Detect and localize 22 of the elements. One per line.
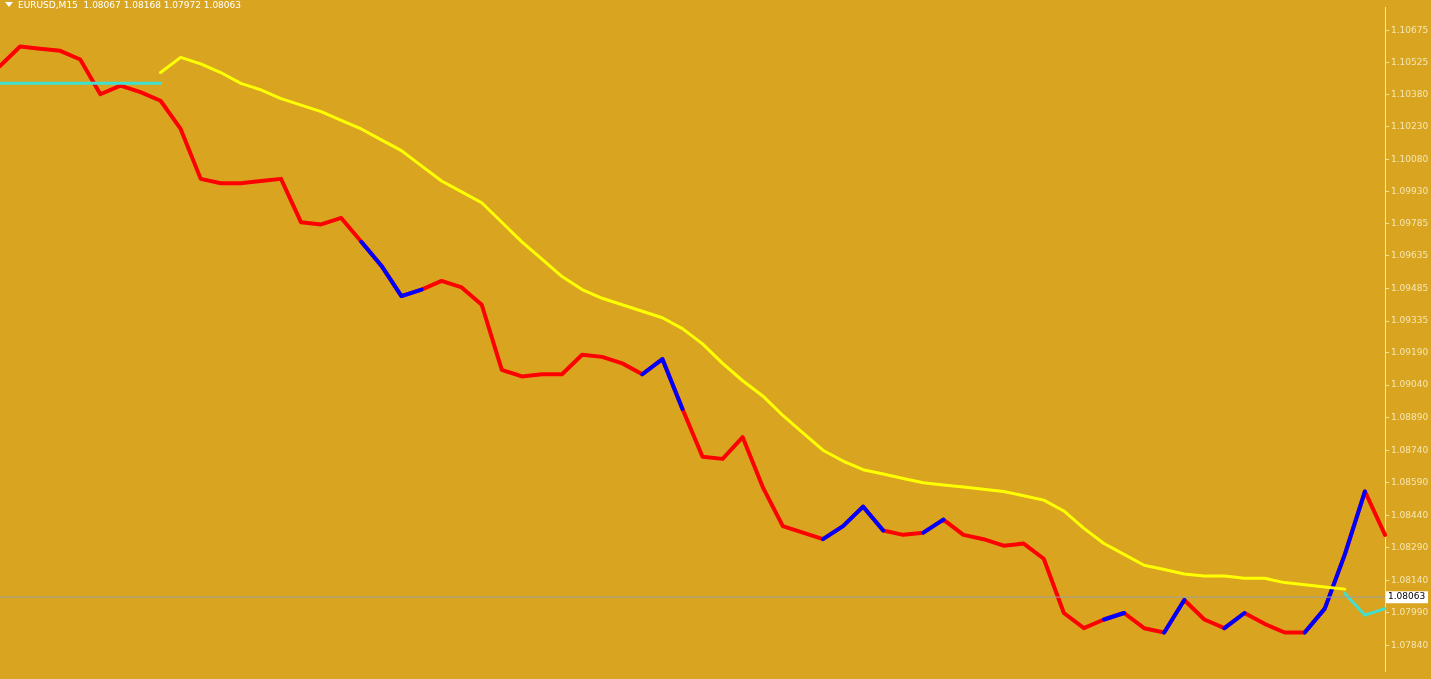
y-tick-label: 1.08740 [1391, 444, 1429, 455]
y-tick-label: 1.10380 [1391, 88, 1429, 99]
y-tick-label: 1.10080 [1391, 153, 1429, 164]
y-tick-label: 1.09485 [1391, 282, 1429, 293]
y-tick-label: 1.10675 [1391, 24, 1429, 35]
y-tick-label: 1.07990 [1391, 607, 1429, 618]
y-tick-label: 1.09040 [1391, 379, 1429, 390]
y-tick-label: 1.08440 [1391, 509, 1429, 520]
y-tick-label: 1.09190 [1391, 346, 1429, 357]
y-tick-label: 1.08290 [1391, 542, 1429, 553]
y-tick-label: 1.07840 [1391, 639, 1429, 650]
y-tick-label: 1.09930 [1391, 186, 1429, 197]
y-tick-label: 1.10525 [1391, 57, 1429, 68]
y-tick-label: 1.10230 [1391, 121, 1429, 132]
y-tick-label: 1.09335 [1391, 315, 1429, 326]
y-tick-label: 1.08140 [1391, 574, 1429, 585]
y-tick-label: 1.08890 [1391, 411, 1429, 422]
y-tick-label: 1.09635 [1391, 250, 1429, 261]
y-tick-label: 1.09785 [1391, 217, 1429, 228]
y-tick-label: 1.08590 [1391, 477, 1429, 488]
ref-line-label: 1.08063 [1388, 591, 1426, 602]
chart-title: EURUSD,M15 1.08067 1.08168 1.07972 1.08063 [18, 0, 242, 10]
